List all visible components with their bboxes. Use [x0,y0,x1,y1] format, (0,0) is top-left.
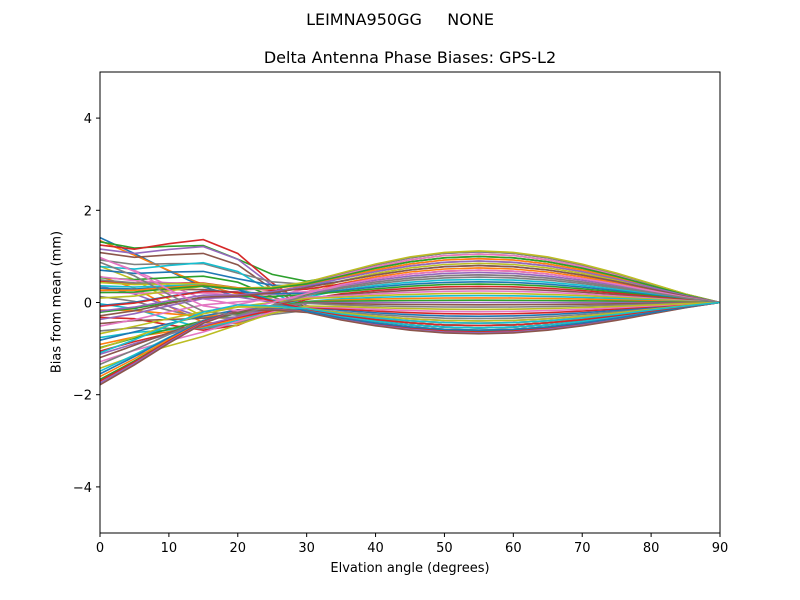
series-line [99,290,721,327]
series-line [99,301,721,341]
series-line [99,301,720,355]
x-tick-label: 50 [436,541,453,556]
x-tick-label: 90 [712,541,729,556]
series-line [99,290,721,327]
series-line [99,287,721,325]
y-tick-label: 2 [84,204,92,219]
x-axis-ticks: 0 10 20 30 40 50 60 70 80 90 [96,533,728,556]
y-tick-label: −2 [73,389,92,404]
y-tick-label: 0 [84,297,92,312]
series-line [99,301,721,354]
series-line [99,294,721,339]
chart-title: Delta Antenna Phase Biases: GPS-L2 [263,48,557,67]
series-line [99,301,721,370]
x-tick-label: 40 [367,541,384,556]
series-line [99,301,721,386]
x-tick-label: 20 [230,541,247,556]
series-line [99,264,721,317]
series-lines [99,236,721,386]
series-line [99,285,721,332]
y-tick-label: −4 [73,481,92,496]
series-line [99,250,721,304]
series-line [99,301,721,349]
y-tick-label: 4 [84,112,92,127]
x-tick-label: 10 [161,541,178,556]
series-line [99,297,721,346]
figure-suptitle: LEIMNA950GG NONE [306,10,494,29]
x-tick-label: 60 [505,541,522,556]
x-tick-label: 0 [96,541,104,556]
series-line [100,257,721,304]
x-tick-label: 70 [574,541,591,556]
x-tick-label: 30 [298,541,315,556]
x-axis-label: Elvation angle (degrees) [330,561,490,576]
series-line [99,260,721,312]
y-axis-ticks: −4 −2 0 2 4 [73,112,100,496]
series-line [99,255,721,304]
series-line [99,301,721,363]
x-tick-label: 80 [643,541,660,556]
series-line [99,256,721,312]
